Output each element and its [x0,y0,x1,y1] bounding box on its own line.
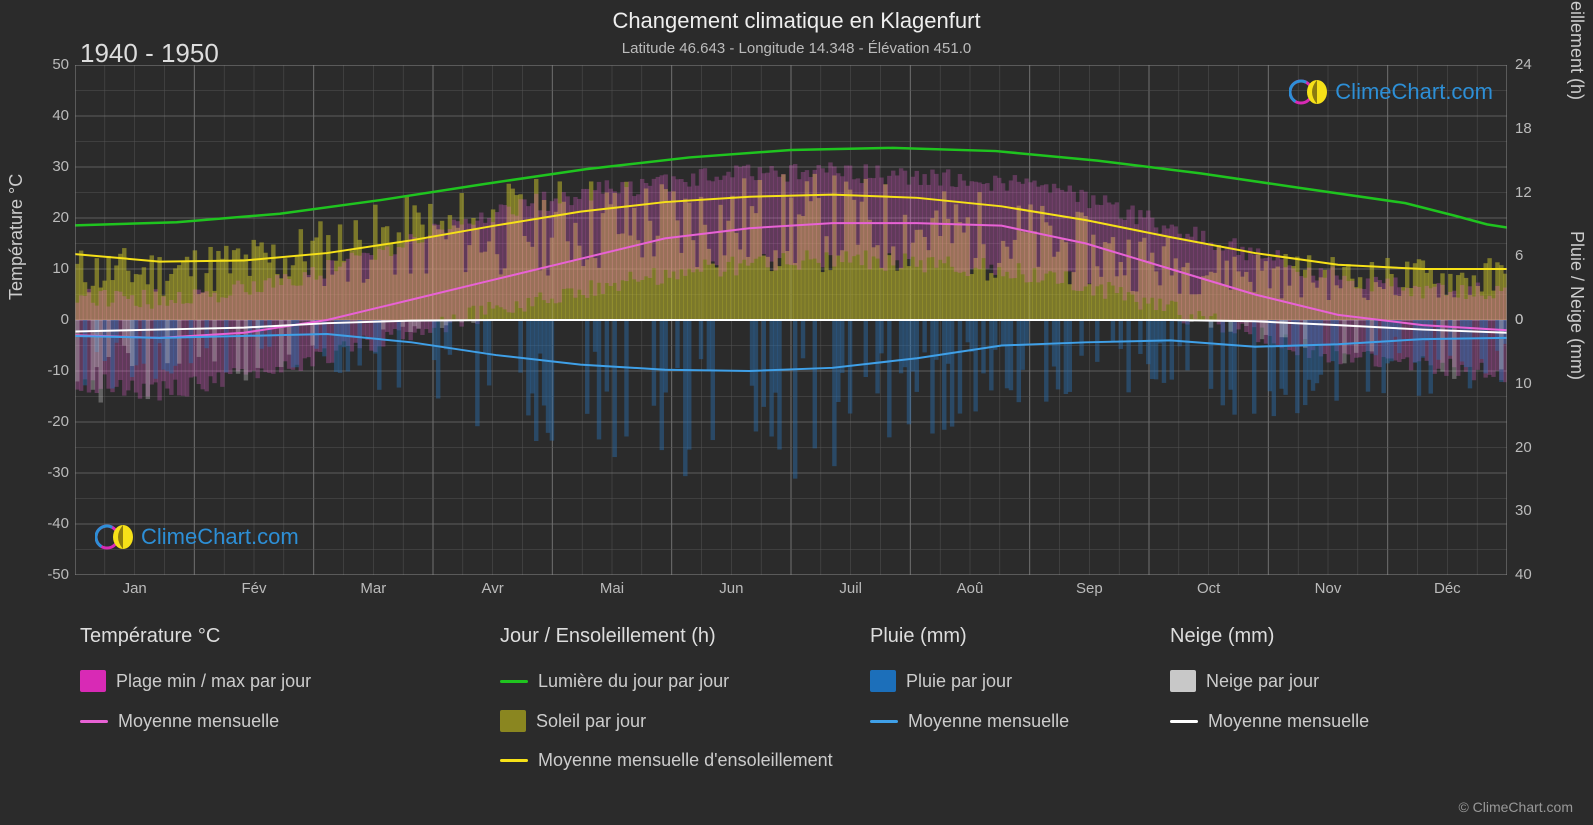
ytick-left: -20 [37,413,69,430]
xtick-month: Déc [1434,580,1461,597]
watermark-text: ClimeChart.com [141,524,299,550]
ytick-left: 40 [37,107,69,124]
ytick-right-mm: 20 [1515,439,1532,456]
ytick-right-mm: 0 [1515,311,1523,328]
chart-svg [75,65,1507,575]
legend-label: Moyenne mensuelle [118,711,279,732]
ytick-left: -30 [37,464,69,481]
legend-group-title: Pluie (mm) [870,625,1170,648]
legend-label: Lumière du jour par jour [538,671,729,692]
ytick-right-hours: 24 [1515,56,1532,73]
ytick-left: -40 [37,515,69,532]
legend-rain-daily: Pluie par jour [870,670,1170,692]
legend-label: Neige par jour [1206,671,1319,692]
legend-temp-avg: Moyenne mensuelle [80,710,500,732]
legend-label: Pluie par jour [906,671,1012,692]
chart-plot-area [75,65,1507,575]
ytick-right-hours: 12 [1515,184,1532,201]
chart-legend: Température °CJour / Ensoleillement (h)P… [80,625,1520,771]
xtick-month: Mar [360,580,386,597]
climechart-logo-icon [95,520,135,554]
ytick-right-hours: 18 [1515,120,1532,137]
xtick-month: Avr [482,580,504,597]
xtick-month: Oct [1197,580,1220,597]
ytick-left: -10 [37,362,69,379]
legend-sun-daily: Soleil par jour [500,710,870,732]
legend-label: Moyenne mensuelle [1208,711,1369,732]
legend-swatch [870,670,896,692]
chart-title: Changement climatique en Klagenfurt [0,0,1593,34]
ytick-right-mm: 10 [1515,375,1532,392]
xtick-month: Jun [719,580,743,597]
legend-swatch [80,720,108,723]
legend-sun-avg: Moyenne mensuelle d'ensoleillement [500,750,870,771]
ytick-right-mm: 40 [1515,566,1532,583]
ytick-left: 30 [37,158,69,175]
xtick-month: Sep [1076,580,1103,597]
ytick-left: 50 [37,56,69,73]
ytick-left: 0 [37,311,69,328]
ytick-left: 10 [37,260,69,277]
xtick-month: Nov [1315,580,1342,597]
legend-daylight: Lumière du jour par jour [500,670,870,692]
ytick-left: 20 [37,209,69,226]
y-axis-right-top-label: Jour / Ensoleillement (h) [1566,0,1587,100]
legend-swatch [1170,670,1196,692]
ytick-right-mm: 30 [1515,502,1532,519]
watermark-top: ClimeChart.com [1289,75,1493,109]
legend-swatch [1170,720,1198,723]
legend-snow-daily: Neige par jour [1170,670,1470,692]
ytick-left: -50 [37,566,69,583]
xtick-month: Aoû [957,580,984,597]
legend-label: Moyenne mensuelle d'ensoleillement [538,750,833,771]
y-axis-right-bot-label: Pluie / Neige (mm) [1566,231,1587,380]
watermark-bottom: ClimeChart.com [95,520,299,554]
legend-group-title: Jour / Ensoleillement (h) [500,625,870,648]
xtick-month: Mai [600,580,624,597]
xtick-month: Fév [241,580,266,597]
legend-rain-avg: Moyenne mensuelle [870,710,1170,732]
xtick-month: Jan [123,580,147,597]
legend-label: Moyenne mensuelle [908,711,1069,732]
climechart-logo-icon [1289,75,1329,109]
watermark-text: ClimeChart.com [1335,79,1493,105]
chart-subtitle: Latitude 46.643 - Longitude 14.348 - Élé… [0,40,1593,57]
legend-snow-avg: Moyenne mensuelle [1170,710,1470,732]
legend-swatch [80,670,106,692]
legend-swatch [500,759,528,762]
ytick-right-hours: 6 [1515,247,1523,264]
legend-swatch [500,680,528,683]
chart-container: Changement climatique en Klagenfurt Lati… [0,0,1593,825]
legend-swatch [500,710,526,732]
legend-group-title: Température °C [80,625,500,648]
legend-temp-range: Plage min / max par jour [80,670,500,692]
y-axis-left-label: Température °C [6,174,27,300]
legend-swatch [870,720,898,723]
legend-label: Plage min / max par jour [116,671,311,692]
xtick-month: Juil [839,580,862,597]
copyright-text: © ClimeChart.com [1458,799,1573,815]
legend-label: Soleil par jour [536,711,646,732]
legend-group-title: Neige (mm) [1170,625,1470,648]
